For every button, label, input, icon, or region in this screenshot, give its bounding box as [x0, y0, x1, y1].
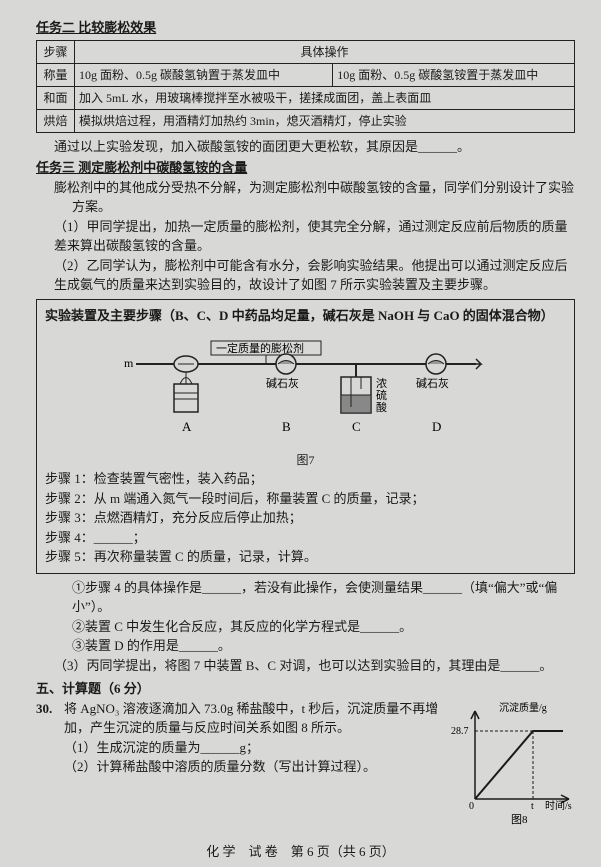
graph-ylabel: 沉淀质量/g [499, 701, 547, 714]
task3-item2: （2）乙同学认为，膨松剂中可能含有水分，会影响实验结果。他提出可以通过测定反应后… [36, 256, 575, 295]
task2-title: 任务二 比较膨松效果 [36, 18, 575, 38]
page-footer: 化 学 试 卷 第 6 页（共 6 页） [0, 842, 601, 862]
table-cell: 烘焙 [37, 109, 75, 132]
apparatus-diagram: m 一定质量的膨松剂 A 碱石灰 B 浓 硫 酸 C 碱石灰 D [116, 329, 496, 449]
label-C: C [352, 419, 361, 434]
section5-title: 五、计算题（6 分） [36, 679, 575, 699]
step3: 步骤 3：点燃酒精灯，充分反应后停止加热； [45, 508, 566, 528]
table-cell: 10g 面粉、0.5g 碳酸氢钠置于蒸发皿中 [75, 63, 333, 86]
table-cell: 称量 [37, 63, 75, 86]
step2: 步骤 2：从 m 端通入氮气一段时间后，称量装置 C 的质量，记录； [45, 489, 566, 509]
task3-item3: （3）丙同学提出，将图 7 中装置 B、C 对调，也可以达到实验目的，其理由是_… [36, 656, 575, 676]
fig7-label: 图7 [45, 451, 566, 469]
label-D: D [432, 419, 441, 434]
q-circle1: ①步骤 4 的具体操作是______，若没有此操作，会使测量结果______（填… [36, 578, 575, 617]
q-circle3: ③装置 D 的作用是______。 [36, 636, 575, 656]
table-cell: 模拟烘焙过程，用酒精灯加热约 3min，熄灭酒精灯，停止实验 [75, 109, 575, 132]
task3-intro: 膨松剂中的其他成分受热不分解，为测定膨松剂中碳酸氢铵的含量，同学们分别设计了实验… [54, 178, 575, 217]
task2-conclusion: 通过以上实验发现，加入碳酸氢铵的面团更大更松软，其原因是______。 [36, 137, 575, 157]
step1: 步骤 1：检查装置气密性，装入药品； [45, 469, 566, 489]
label-D-text: 碱石灰 [416, 376, 449, 390]
graph-yval: 28.7 [451, 726, 469, 737]
task3-item1: （1）甲同学提出，加热一定质量的膨松剂，使其完全分解，通过测定反应前后物质的质量… [36, 217, 575, 256]
label-B-text: 碱石灰 [266, 376, 299, 390]
q30-sub2: （2）计算稀盐酸中溶质的质量分数（写出计算过程）。 [64, 757, 445, 777]
label-C-text1: 浓 [376, 377, 387, 390]
label-A: A [182, 419, 192, 434]
box-title: 实验装置及主要步骤（B、C、D 中药品均足量，碱石灰是 NaOH 与 CaO 的… [45, 306, 566, 326]
label-C-text2: 硫 [376, 388, 387, 402]
table-cell: 10g 面粉、0.5g 碳酸氢铵置于蒸发皿中 [333, 63, 575, 86]
q30-body: 将 AgNO₃ 溶液逐滴加入 73.0g 稀盐酸中，t 秒后，沉淀质量不再增加，… [64, 699, 445, 738]
task2-table: 步骤 具体操作 称量 10g 面粉、0.5g 碳酸氢钠置于蒸发皿中 10g 面粉… [36, 40, 575, 133]
graph-fig8: 沉淀质量/g 28.7 0 t 时间/s 图8 [451, 701, 579, 829]
question-30: 30. 将 AgNO₃ 溶液逐滴加入 73.0g 稀盐酸中，t 秒后，沉淀质量不… [36, 699, 575, 777]
table-cell: 加入 5mL 水，用玻璃棒搅拌至水被吸干，搓揉成面团，盖上表面皿 [75, 86, 575, 109]
graph-xlabel: 时间/s [545, 799, 572, 812]
step5: 步骤 5：再次称量装置 C 的质量，记录，计算。 [45, 547, 566, 567]
graph-origin: 0 [469, 801, 474, 812]
q30-number: 30. [36, 699, 64, 777]
table-header: 具体操作 [75, 40, 575, 63]
graph-t: t [531, 801, 534, 812]
table-header: 步骤 [37, 40, 75, 63]
table-cell: 和面 [37, 86, 75, 109]
label-powder: 一定质量的膨松剂 [216, 341, 304, 355]
label-C-text3: 酸 [376, 400, 387, 414]
task3-title: 任务三 测定膨松剂中碳酸氢铵的含量 [36, 158, 575, 178]
label-B: B [282, 419, 291, 434]
step4: 步骤 4：______； [45, 528, 566, 548]
experiment-box: 实验装置及主要步骤（B、C、D 中药品均足量，碱石灰是 NaOH 与 CaO 的… [36, 299, 575, 574]
q30-sub1: （1）生成沉淀的质量为______g； [64, 738, 445, 758]
graph-fig: 图8 [511, 813, 528, 826]
q-circle2: ②装置 C 中发生化合反应，其反应的化学方程式是______。 [36, 617, 575, 637]
label-m: m [124, 356, 134, 370]
